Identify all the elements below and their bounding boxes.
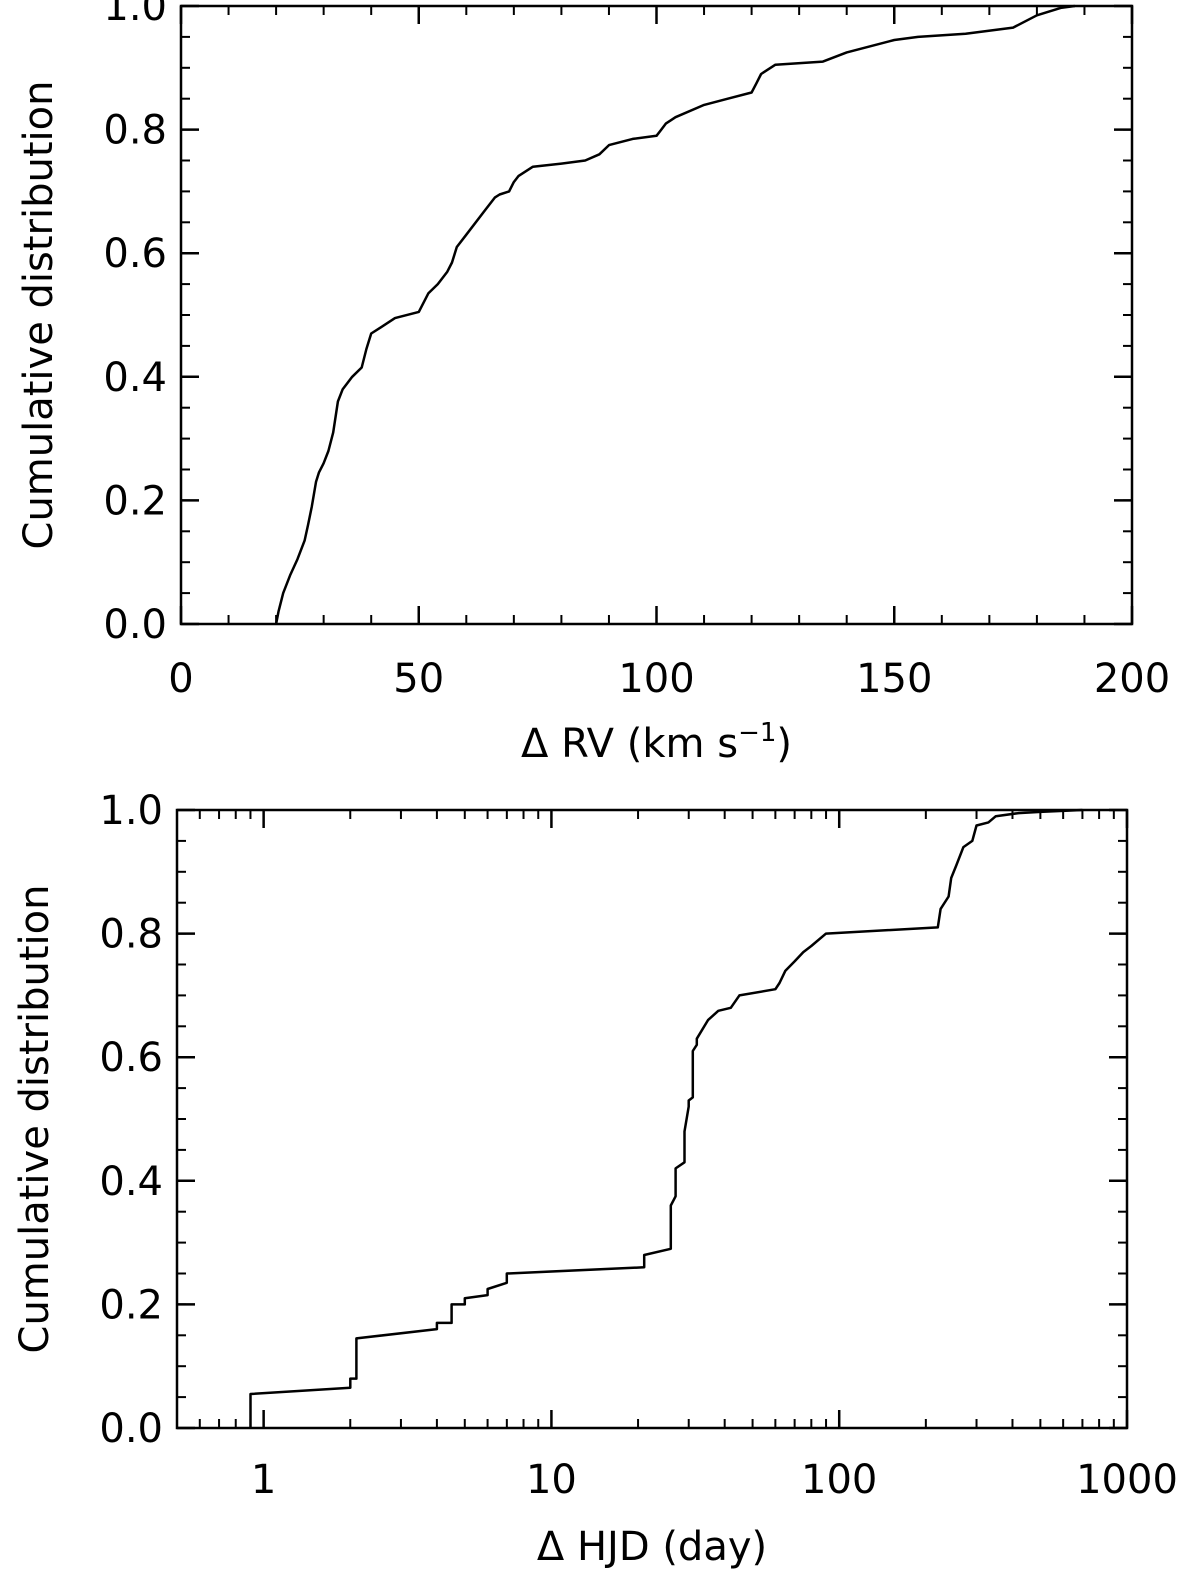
x-tick-label: 100 [618, 656, 694, 702]
x-tick-label: 1 [251, 1457, 276, 1503]
bottom-panel-hjd: 0.0 0.2 0.4 0.6 0.8 1.0 1 10 100 1000 Δ HJD (day) C… [12, 788, 1178, 1570]
cumulative-distribution-line [274, 4, 1076, 625]
x-tick-label: 50 [393, 656, 444, 702]
top-panel-rv: 0.0 0.2 0.4 0.6 0.8 1.0 0 50 100 150 200 Δ RV (km s… [16, 0, 1170, 767]
cumulative-distribution-line [249, 808, 1083, 1428]
y-axis-title: Cumulative distribution [16, 81, 62, 550]
x-axis-title: Δ HJD (day) [537, 1524, 767, 1570]
y-tick-label: 0.0 [103, 602, 167, 648]
y-tick-label: 0.2 [103, 478, 167, 524]
x-axis-title: Δ RV (km s−1) [521, 718, 792, 767]
x-tick-label: 10 [526, 1457, 577, 1503]
x-tick-label: 200 [1094, 656, 1170, 702]
plot-frame [175, 808, 1129, 1430]
y-tick-label: 0.4 [99, 1159, 163, 1205]
y-tick-label: 0.8 [103, 108, 167, 154]
y-tick-label: 0.4 [103, 355, 167, 401]
y-axis-title: Cumulative distribution [12, 885, 58, 1354]
y-tick-label: 0.8 [99, 912, 163, 958]
y-tick-label: 0.0 [99, 1406, 163, 1452]
x-tick-label: 100 [801, 1457, 877, 1503]
x-tick-label: 150 [856, 656, 932, 702]
y-tick-label: 1.0 [103, 0, 167, 30]
y-tick-label: 0.2 [99, 1282, 163, 1328]
y-tick-label: 1.0 [99, 788, 163, 834]
y-tick-label: 0.6 [103, 231, 167, 277]
x-tick-label: 1000 [1076, 1457, 1178, 1503]
x-tick-label: 0 [168, 656, 193, 702]
y-tick-label: 0.6 [99, 1035, 163, 1081]
plot-frame [179, 4, 1134, 626]
